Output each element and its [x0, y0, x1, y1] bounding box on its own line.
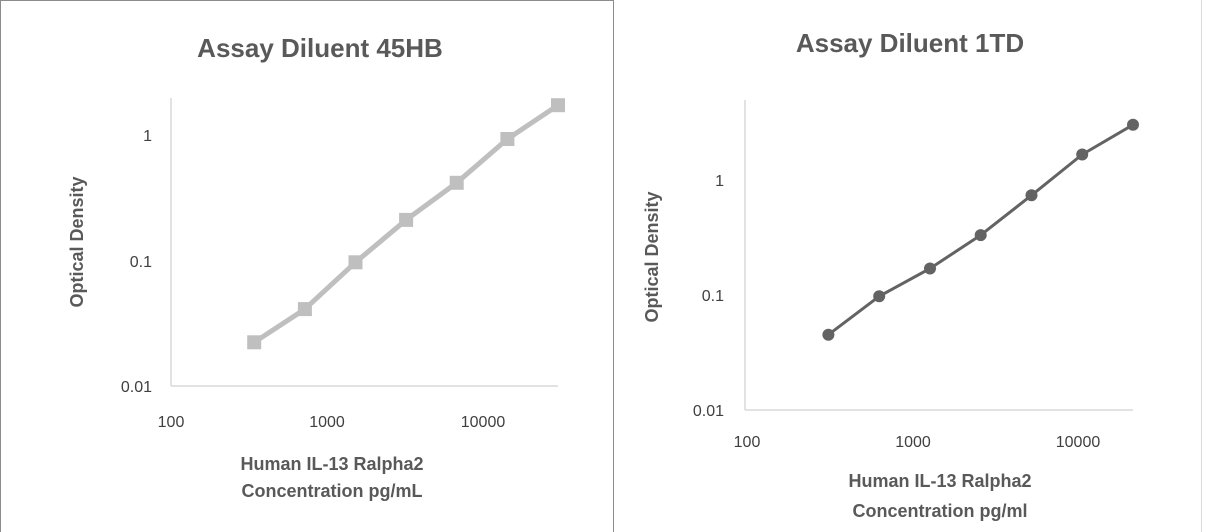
- chart-left-data-point-7: [551, 98, 565, 113]
- chart-left-data-point-2: [297, 302, 312, 317]
- chart-right-data-point-5: [1025, 189, 1038, 202]
- chart-right-y-tick-1: 1: [715, 173, 724, 190]
- chart-left-x-label-line-1: Human IL-13 Ralpha2: [240, 454, 423, 474]
- chart-left-x-tick-10000: 10000: [461, 414, 506, 431]
- chart-left-y-tick-0-1: 0.1: [130, 254, 152, 271]
- chart-left-data-point-6: [500, 132, 515, 146]
- chart-right-x-label-line-1: Human IL-13 Ralpha2: [848, 471, 1031, 491]
- chart-right-series: [822, 118, 1139, 341]
- chart-right: Assay Diluent 1TD 1 0.1 0.01 100 1000 10…: [642, 28, 1139, 521]
- chart-left: Assay Diluent 45HB 1 0.1 0.01 100 1000 1…: [67, 33, 565, 501]
- chart-right-y-tick-0-01: 0.01: [693, 403, 724, 420]
- chart-right-y-label: Optical Density: [642, 191, 662, 322]
- chart-right-data-point-6: [1076, 148, 1089, 161]
- chart-left-data-point-3: [348, 255, 363, 270]
- chart-left-data-point-1: [247, 335, 262, 350]
- chart-right-title: Assay Diluent 1TD: [796, 28, 1024, 58]
- chart-right-x-tick-10000: 10000: [1056, 434, 1101, 451]
- chart-left-series: [247, 98, 565, 350]
- chart-left-x-tick-100: 100: [158, 414, 185, 431]
- chart-right-x-label-line-2: Concentration pg/ml: [853, 501, 1028, 521]
- chart-left-y-tick-1: 1: [143, 128, 152, 145]
- chart-left-y-tick-0-01: 0.01: [121, 379, 152, 396]
- chart-left-x-tick-1000: 1000: [309, 414, 345, 431]
- chart-left-data-point-5: [449, 175, 464, 190]
- chart-left-x-label-line-2: Concentration pg/mL: [242, 481, 423, 501]
- chart-right-data-point-1: [822, 328, 835, 341]
- chart-right-data-point-4: [974, 229, 987, 242]
- chart-right-x-tick-100: 100: [734, 434, 761, 451]
- chart-right-x-tick-1000: 1000: [895, 434, 931, 451]
- chart-left-data-point-4: [399, 212, 414, 227]
- chart-right-data-point-3: [924, 262, 936, 275]
- chart-right-data-point-7: [1127, 118, 1139, 131]
- chart-left-title: Assay Diluent 45HB: [197, 33, 443, 63]
- left-chart-frame: [0, 0, 614, 532]
- chart-right-data-point-2: [873, 290, 886, 303]
- chart-right-y-tick-0-1: 0.1: [702, 288, 724, 305]
- chart-left-y-label: Optical Density: [67, 176, 87, 307]
